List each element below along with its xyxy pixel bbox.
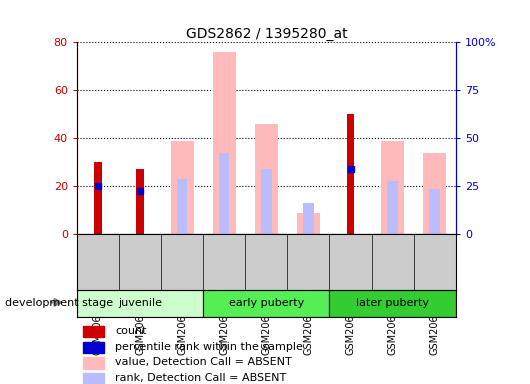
Text: percentile rank within the sample: percentile rank within the sample bbox=[115, 342, 303, 352]
Text: value, Detection Call = ABSENT: value, Detection Call = ABSENT bbox=[115, 358, 292, 367]
Bar bbox=[387, 182, 398, 234]
Text: early puberty: early puberty bbox=[229, 298, 304, 308]
Bar bbox=[77, 290, 203, 317]
Bar bbox=[83, 341, 104, 353]
Bar bbox=[83, 358, 104, 369]
Title: GDS2862 / 1395280_at: GDS2862 / 1395280_at bbox=[186, 27, 347, 41]
Text: count: count bbox=[115, 326, 147, 336]
Bar bbox=[381, 141, 404, 234]
Text: development stage: development stage bbox=[5, 298, 113, 308]
Bar bbox=[83, 326, 104, 337]
Bar bbox=[261, 169, 271, 234]
Bar bbox=[94, 162, 102, 234]
Bar bbox=[213, 52, 236, 234]
Text: juvenile: juvenile bbox=[118, 298, 162, 308]
Bar bbox=[303, 203, 314, 234]
Bar bbox=[219, 152, 229, 234]
Bar bbox=[136, 169, 144, 234]
Bar bbox=[429, 189, 440, 234]
Text: rank, Detection Call = ABSENT: rank, Detection Call = ABSENT bbox=[115, 373, 287, 383]
Bar bbox=[203, 290, 330, 317]
Bar bbox=[423, 152, 446, 234]
Text: later puberty: later puberty bbox=[356, 298, 429, 308]
Bar bbox=[330, 290, 456, 317]
Bar bbox=[297, 213, 320, 234]
Bar bbox=[347, 114, 355, 234]
Bar bbox=[255, 124, 278, 234]
Bar bbox=[171, 141, 193, 234]
Bar bbox=[83, 373, 104, 384]
Bar bbox=[177, 179, 188, 234]
